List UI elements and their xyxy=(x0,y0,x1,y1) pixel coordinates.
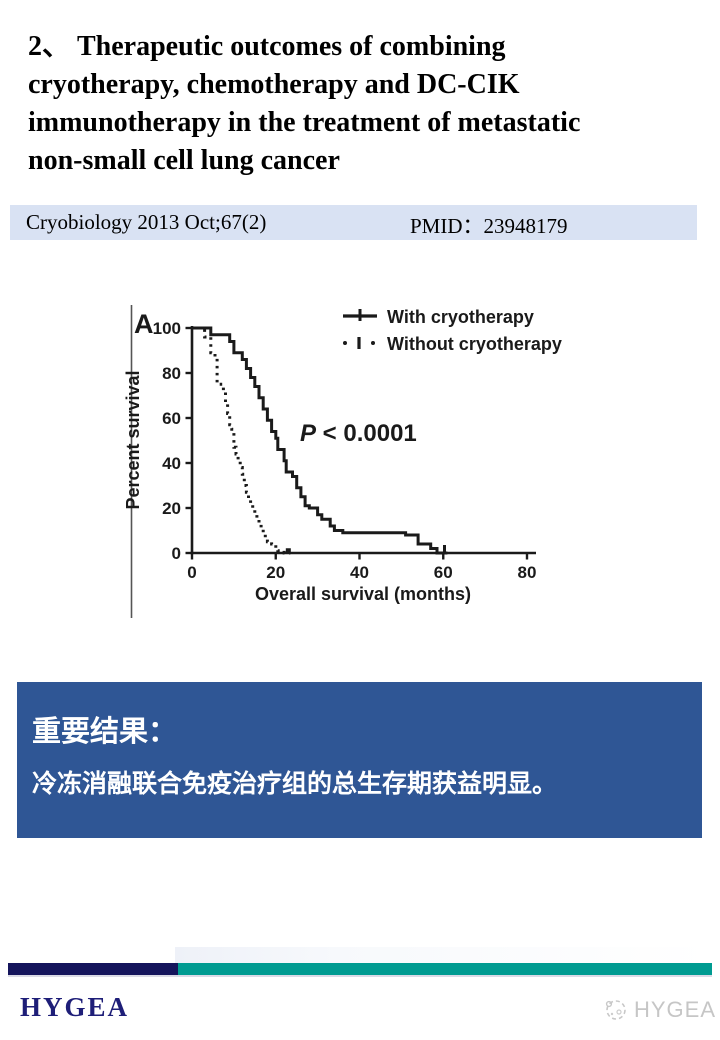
curve-with-cryotherapy xyxy=(192,326,448,555)
watermark: HYGEA xyxy=(602,997,716,1023)
y-tick-label: 100 xyxy=(153,319,181,338)
citation-pmid: PMID：23948179 xyxy=(410,214,568,238)
y-tick-label: 0 xyxy=(172,544,181,563)
x-axis-label: Overall survival (months) xyxy=(255,584,471,604)
key-result-text: 冷冻消融联合免疫治疗组的总生存期获益明显。 xyxy=(32,770,558,798)
y-tick-label: 40 xyxy=(162,454,181,473)
p-symbol: P xyxy=(300,420,317,447)
key-result-box: 重要结果： 冷冻消融联合免疫治疗组的总生存期获益明显。 xyxy=(17,682,702,838)
watermark-text: HYGEA xyxy=(634,997,717,1022)
censor-mark-without xyxy=(285,548,291,554)
title-line-3: immunotherapy in the treatment of metast… xyxy=(28,107,581,138)
footer-bar-navy xyxy=(8,963,178,975)
x-tick-label: 0 xyxy=(187,563,196,582)
footer-underline xyxy=(8,975,712,977)
key-result-heading: 重要结果： xyxy=(32,716,178,748)
p-value-annotation: P < 0.0001 xyxy=(300,420,417,447)
panel-label: A xyxy=(134,309,154,339)
citation-source: Cryobiology 2013 Oct;67(2) xyxy=(26,210,267,234)
legend-dot-right-icon xyxy=(371,341,375,345)
footer-gradient xyxy=(175,947,710,963)
curve-without-cryotherapy xyxy=(192,326,291,555)
legend-label-with: With cryotherapy xyxy=(387,307,534,327)
hygea-logo: HYGEA xyxy=(20,992,130,1022)
page-title: 2、 Therapeutic outcomes of combining cry… xyxy=(28,28,688,180)
survival-curves xyxy=(192,326,448,555)
chart-legend: With cryotherapy Without cryotherapy xyxy=(343,307,562,354)
title-line-4: non-small cell lung cancer xyxy=(28,145,340,176)
footer-bar-teal xyxy=(178,963,712,975)
x-tick-label: 60 xyxy=(434,563,453,582)
axis-ticks: 0 20 40 60 80 100 0 20 40 60 80 xyxy=(153,319,537,582)
legend-label-without: Without cryotherapy xyxy=(387,334,562,354)
title-line-1: 2、 Therapeutic outcomes of combining xyxy=(28,31,506,62)
y-tick-label: 60 xyxy=(162,409,181,428)
survival-chart: A 0 20 40 60 80 100 0 20 40 60 80 Percent survival… xyxy=(115,288,595,628)
p-comparison: < 0.0001 xyxy=(316,420,417,447)
y-tick-label: 80 xyxy=(162,364,181,383)
x-tick-label: 80 xyxy=(518,563,537,582)
y-axis-label: Percent survival xyxy=(123,370,143,509)
x-tick-label: 20 xyxy=(266,563,285,582)
legend-dot-left-icon xyxy=(343,341,347,345)
km-chart-svg: A 0 20 40 60 80 100 0 20 40 60 80 Percent survival… xyxy=(123,305,562,618)
y-tick-label: 20 xyxy=(162,499,181,518)
watermark-globe-icon xyxy=(605,1000,626,1020)
citation-bar: Cryobiology 2013 Oct;67(2) PMID：23948179 xyxy=(10,205,697,240)
title-line-2: cryotherapy, chemotherapy and DC-CIK xyxy=(28,69,520,100)
x-tick-label: 40 xyxy=(350,563,369,582)
